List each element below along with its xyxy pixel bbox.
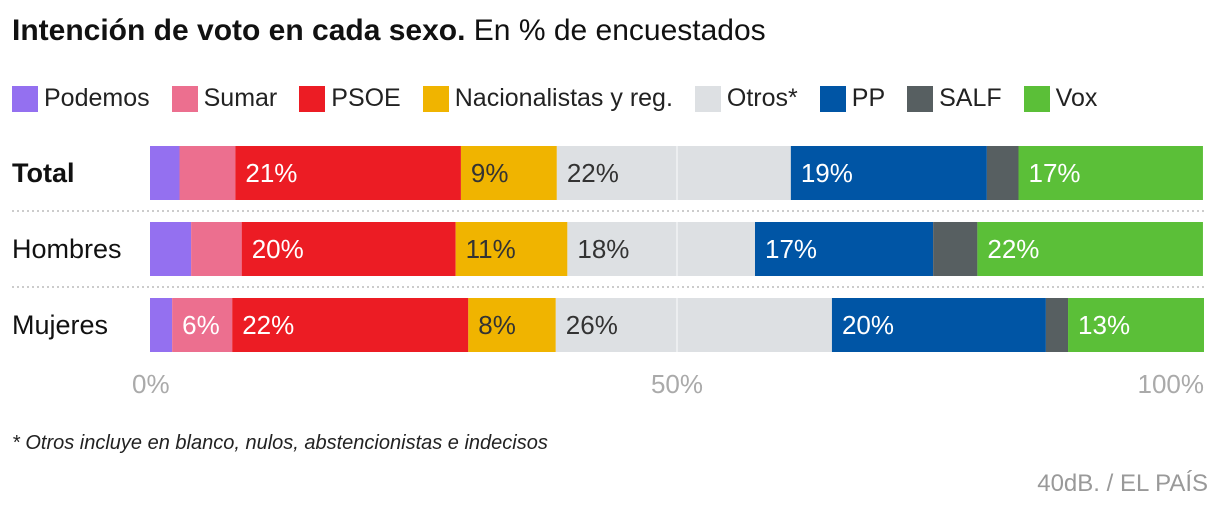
- bar-segment: [191, 222, 242, 276]
- legend-label: Otros*: [726, 84, 798, 112]
- legend-swatch: [907, 85, 934, 112]
- bar-segment: [790, 146, 987, 200]
- bar-segment: [232, 298, 469, 352]
- bar-segment: [555, 298, 832, 352]
- legend-label: PP: [851, 84, 886, 112]
- bar-segment: [468, 298, 556, 352]
- legend-label: Nacionalistas y reg.: [454, 84, 673, 112]
- data-label: 19%: [801, 158, 853, 188]
- bar-segment: [933, 222, 978, 276]
- data-label: 22%: [242, 310, 294, 340]
- data-label: 8%: [478, 310, 516, 340]
- data-label: 11%: [466, 234, 516, 264]
- bar-segment: [977, 222, 1203, 276]
- legend-label: Sumar: [203, 84, 278, 112]
- legend-swatch: [694, 85, 721, 112]
- legend-label: PSOE: [331, 84, 401, 112]
- legend-swatch: [819, 85, 846, 112]
- data-label: 20%: [842, 310, 894, 340]
- bar-segment: [150, 146, 180, 200]
- data-label: 17%: [1028, 158, 1080, 188]
- data-label: 22%: [567, 158, 619, 188]
- data-label: 21%: [245, 158, 297, 188]
- bar-segment: [172, 298, 233, 352]
- data-label: 6%: [182, 310, 220, 340]
- data-label: 20%: [252, 234, 304, 264]
- data-label: 18%: [577, 234, 629, 264]
- bar-segment: [150, 222, 192, 276]
- category-label: Hombres: [12, 234, 122, 264]
- legend-swatch: [12, 85, 38, 112]
- bar-segment: [460, 146, 557, 200]
- bar-segment: [455, 222, 568, 276]
- legend-item: PP: [819, 84, 886, 113]
- legend-swatch: [171, 85, 198, 112]
- legend-swatch: [1023, 85, 1050, 112]
- bar-segment: [1068, 298, 1204, 352]
- footnote: * Otros incluye en blanco, nulos, absten…: [12, 432, 548, 454]
- bar-segment: [1045, 298, 1069, 352]
- legend-item: SALF: [907, 84, 1002, 113]
- legend-label: Vox: [1055, 84, 1098, 112]
- bar-segment: [556, 146, 791, 200]
- legend-swatch: [299, 85, 326, 112]
- data-label: 22%: [987, 234, 1039, 264]
- bar-segment: [831, 298, 1046, 352]
- data-label: 26%: [566, 310, 618, 340]
- bar-segment: [241, 222, 456, 276]
- source: 40dB. / EL PAÍS: [1037, 470, 1208, 497]
- bar-segment: [150, 298, 173, 352]
- legend-item: Nacionalistas y reg.: [422, 84, 673, 113]
- title-bold: Intención de voto en cada sexo.: [12, 14, 466, 47]
- legend-item: Otros*: [694, 84, 798, 113]
- legend-swatch: [422, 85, 449, 112]
- data-label: 17%: [765, 234, 817, 264]
- bar-segment: [754, 222, 934, 276]
- x-tick-label: 0%: [132, 369, 170, 399]
- bar-segment: [986, 146, 1019, 200]
- legend-item: Vox: [1023, 84, 1098, 113]
- x-tick-label: 50%: [651, 369, 703, 399]
- bar-segment: [1018, 146, 1203, 200]
- legend-item: PSOE: [299, 84, 401, 113]
- data-label: 9%: [471, 158, 509, 188]
- legend: Podemos Sumar PSOE Nacionalistas y reg. Otro…: [12, 84, 1119, 113]
- x-tick-label: 100%: [1138, 369, 1205, 399]
- legend-item: Sumar: [171, 84, 278, 113]
- category-label: Mujeres: [12, 310, 108, 340]
- bar-segment: [567, 222, 755, 276]
- data-label: 13%: [1078, 310, 1130, 340]
- legend-item: Podemos: [12, 84, 150, 113]
- bar-segment: [179, 146, 236, 200]
- chart-title: Intención de voto en cada sexo. En % de …: [12, 14, 766, 48]
- bar-segment: [235, 146, 461, 200]
- title-subtitle: En % de encuestados: [473, 14, 766, 47]
- category-label: Total: [12, 158, 75, 188]
- legend-label: SALF: [939, 84, 1002, 112]
- legend-label: Podemos: [44, 84, 150, 112]
